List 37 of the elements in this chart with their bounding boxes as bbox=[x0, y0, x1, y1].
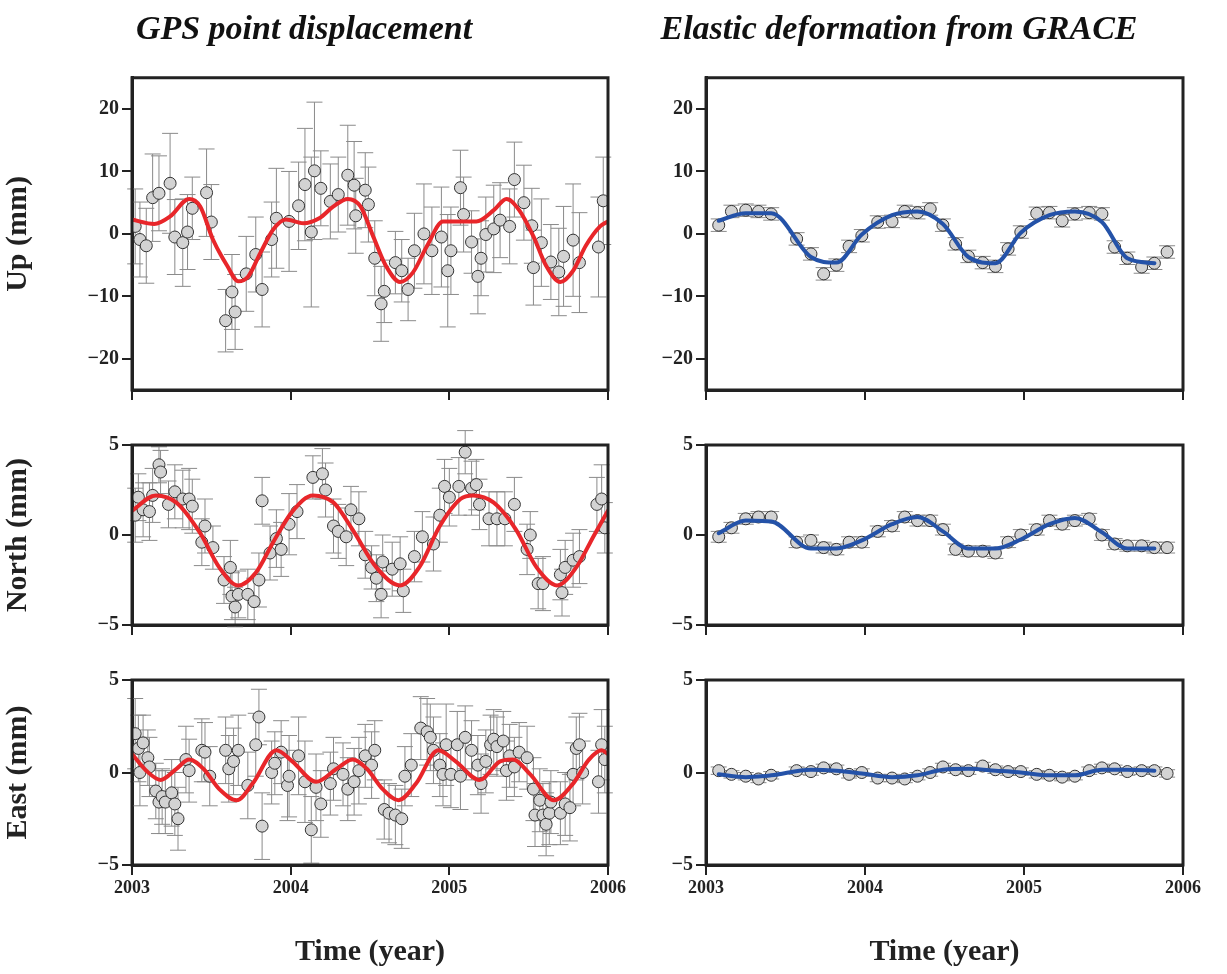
x-tick-label: 2003 bbox=[114, 877, 150, 898]
x-tick-label: 2006 bbox=[590, 877, 626, 898]
y-tick-label: 0 bbox=[683, 221, 693, 244]
y-tick-label: −20 bbox=[87, 345, 119, 368]
y-tick-label: 0 bbox=[109, 759, 119, 782]
y-tick-label: 5 bbox=[683, 667, 693, 690]
y-tick-label: 10 bbox=[99, 158, 119, 181]
x-tick-label: 2006 bbox=[1165, 877, 1201, 898]
y-tick-label: 0 bbox=[109, 221, 119, 244]
x-tick-label: 2005 bbox=[431, 877, 468, 898]
x-tick-label: 2004 bbox=[272, 877, 309, 898]
y-axis-title: Up (mm) bbox=[0, 175, 33, 292]
y-axis-title: East (mm) bbox=[0, 705, 33, 840]
chart-title: GPS point displacement bbox=[135, 9, 474, 47]
y-tick-label: 0 bbox=[109, 522, 119, 545]
y-tick-label: 5 bbox=[109, 432, 119, 455]
y-tick-label: 5 bbox=[683, 432, 693, 455]
y-tick-label: 20 bbox=[99, 96, 119, 119]
x-tick-label: 2003 bbox=[688, 877, 724, 898]
y-tick-label: 0 bbox=[683, 522, 693, 545]
y-tick-label: −5 bbox=[671, 612, 693, 635]
x-axis-title: Time (year) bbox=[294, 932, 446, 967]
x-axis-title: Time (year) bbox=[869, 932, 1020, 967]
y-tick-label: 20 bbox=[673, 96, 693, 119]
x-tick-label: 2004 bbox=[847, 877, 883, 898]
y-tick-label: −10 bbox=[87, 283, 119, 306]
y-tick-label: 0 bbox=[683, 759, 693, 782]
y-tick-label: −5 bbox=[97, 852, 119, 875]
chart-title: Elastic deformation from GRACE bbox=[659, 9, 1138, 47]
y-axis-title: North (mm) bbox=[0, 457, 33, 613]
y-tick-label: −5 bbox=[97, 612, 119, 635]
x-tick-label: 2005 bbox=[1006, 877, 1042, 898]
y-tick-label: −10 bbox=[661, 283, 693, 306]
y-tick-label: −5 bbox=[671, 852, 693, 875]
y-tick-label: −20 bbox=[661, 345, 693, 368]
y-tick-label: 5 bbox=[109, 667, 119, 690]
y-tick-label: 10 bbox=[673, 158, 693, 181]
